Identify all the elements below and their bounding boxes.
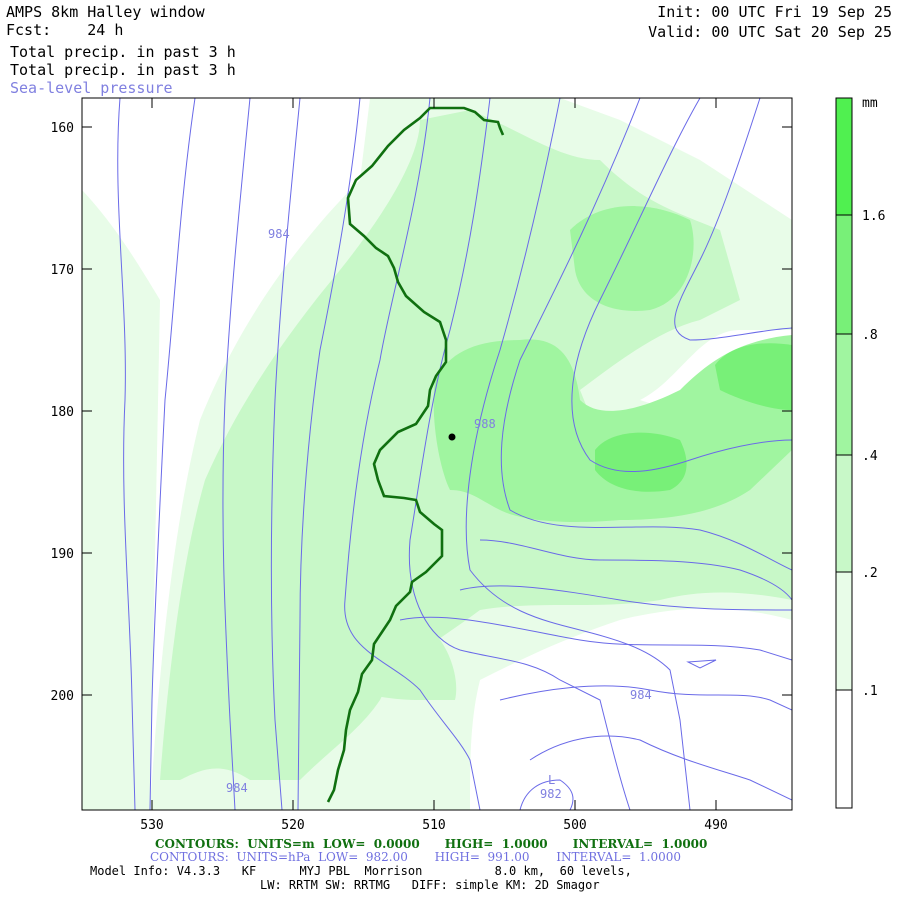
colorbar-label: .2: [862, 566, 878, 581]
colorbar-swatch: [836, 215, 852, 334]
isobar-closed: [686, 659, 717, 669]
isobar-line: [465, 98, 691, 810]
field-label-1: Total precip. in past 3 h: [10, 43, 236, 61]
field-label-3: Sea-level pressure: [10, 79, 173, 97]
isobar-line: [459, 585, 792, 611]
station-marker: [448, 433, 456, 441]
isobar-layer: [117, 98, 792, 810]
colorbar-label: .1: [862, 684, 878, 699]
y-tick-label: 190: [51, 547, 74, 562]
y-tick-label: 160: [51, 121, 74, 136]
colorbar-frame: [835, 97, 853, 809]
isobar-line: [222, 98, 251, 810]
x-tick-label: 510: [422, 818, 445, 833]
y-tick-label: 180: [51, 405, 74, 420]
y-tick-label: 170: [51, 263, 74, 278]
isobar-line: [149, 98, 196, 810]
colorbar-label: .8: [862, 328, 878, 343]
precip-fill-layer: [82, 98, 792, 810]
contour-label: 984: [630, 688, 652, 702]
colorbar-swatch: [836, 690, 852, 808]
isobar-line: [500, 98, 792, 571]
colorbar-swatch: [836, 455, 852, 572]
y-tick-label: 200: [51, 689, 74, 704]
x-tick-label: 520: [281, 818, 304, 833]
field-label-2: Total precip. in past 3 h: [10, 61, 236, 79]
colorbar-swatch: [836, 98, 852, 215]
valid-time: Valid: 00 UTC Sat 20 Sep 25: [648, 23, 892, 41]
precip-band-0p4: [570, 206, 694, 311]
isobar-line: [344, 98, 481, 810]
forecast-hour: Fcst: 24 h: [6, 21, 124, 39]
low-pressure-value: 982: [540, 787, 562, 801]
colorbar-unit: mm: [862, 96, 878, 111]
isobar-line: [270, 98, 301, 810]
colorbar: 1.6 .8 .4 .2 .1: [835, 97, 885, 809]
map-title: AMPS 8km Halley window: [6, 3, 205, 21]
x-tick-label: 490: [704, 818, 727, 833]
init-time: Init: 00 UTC Fri 19 Sep 25: [657, 3, 892, 21]
precip-band-0p8: [595, 432, 687, 492]
x-tick-label: 500: [563, 818, 586, 833]
precip-band-light: [82, 190, 160, 810]
low-pressure-marker: L: [548, 773, 555, 787]
colorbar-swatch: [836, 334, 852, 455]
colorbar-swatch: [836, 572, 852, 690]
axis-ticks: 530 520 510 500 490 160 170 180 190 200: [51, 98, 792, 833]
precip-band-0p4: [433, 335, 792, 522]
contour-label: 984: [226, 781, 248, 795]
isobar-line: [479, 539, 792, 601]
isobar-line: [408, 98, 631, 810]
isobar-line: [571, 98, 792, 472]
isobar-line: [117, 98, 136, 810]
contour-label: 988: [474, 417, 496, 431]
precip-band-0p2: [300, 620, 457, 700]
model-info: Model Info: V4.3.3 KF MYJ PBL Morrison 8…: [90, 864, 632, 878]
contour-label: 984: [268, 227, 290, 241]
isobar-line: [519, 779, 574, 810]
physics-info: LW: RRTM SW: RRTMG DIFF: simple KM: 2D S…: [260, 878, 600, 892]
plot-frame: [81, 97, 793, 811]
colorbar-label: 1.6: [862, 209, 885, 224]
contours-info-pressure: CONTOURS: UNITS=hPa LOW= 982.00 HIGH= 99…: [150, 850, 681, 864]
isobar-line: [499, 685, 792, 711]
x-tick-label: 530: [140, 818, 163, 833]
isobar-line: [674, 98, 792, 341]
coastline-contour: [326, 106, 505, 803]
contours-info-precip: CONTOURS: UNITS=m LOW= 0.0000 HIGH= 1.00…: [155, 837, 708, 851]
colorbar-label: .4: [862, 449, 878, 464]
precip-band-0p8: [715, 343, 792, 410]
isobar-line: [529, 735, 792, 801]
isobar-line: [399, 616, 792, 661]
